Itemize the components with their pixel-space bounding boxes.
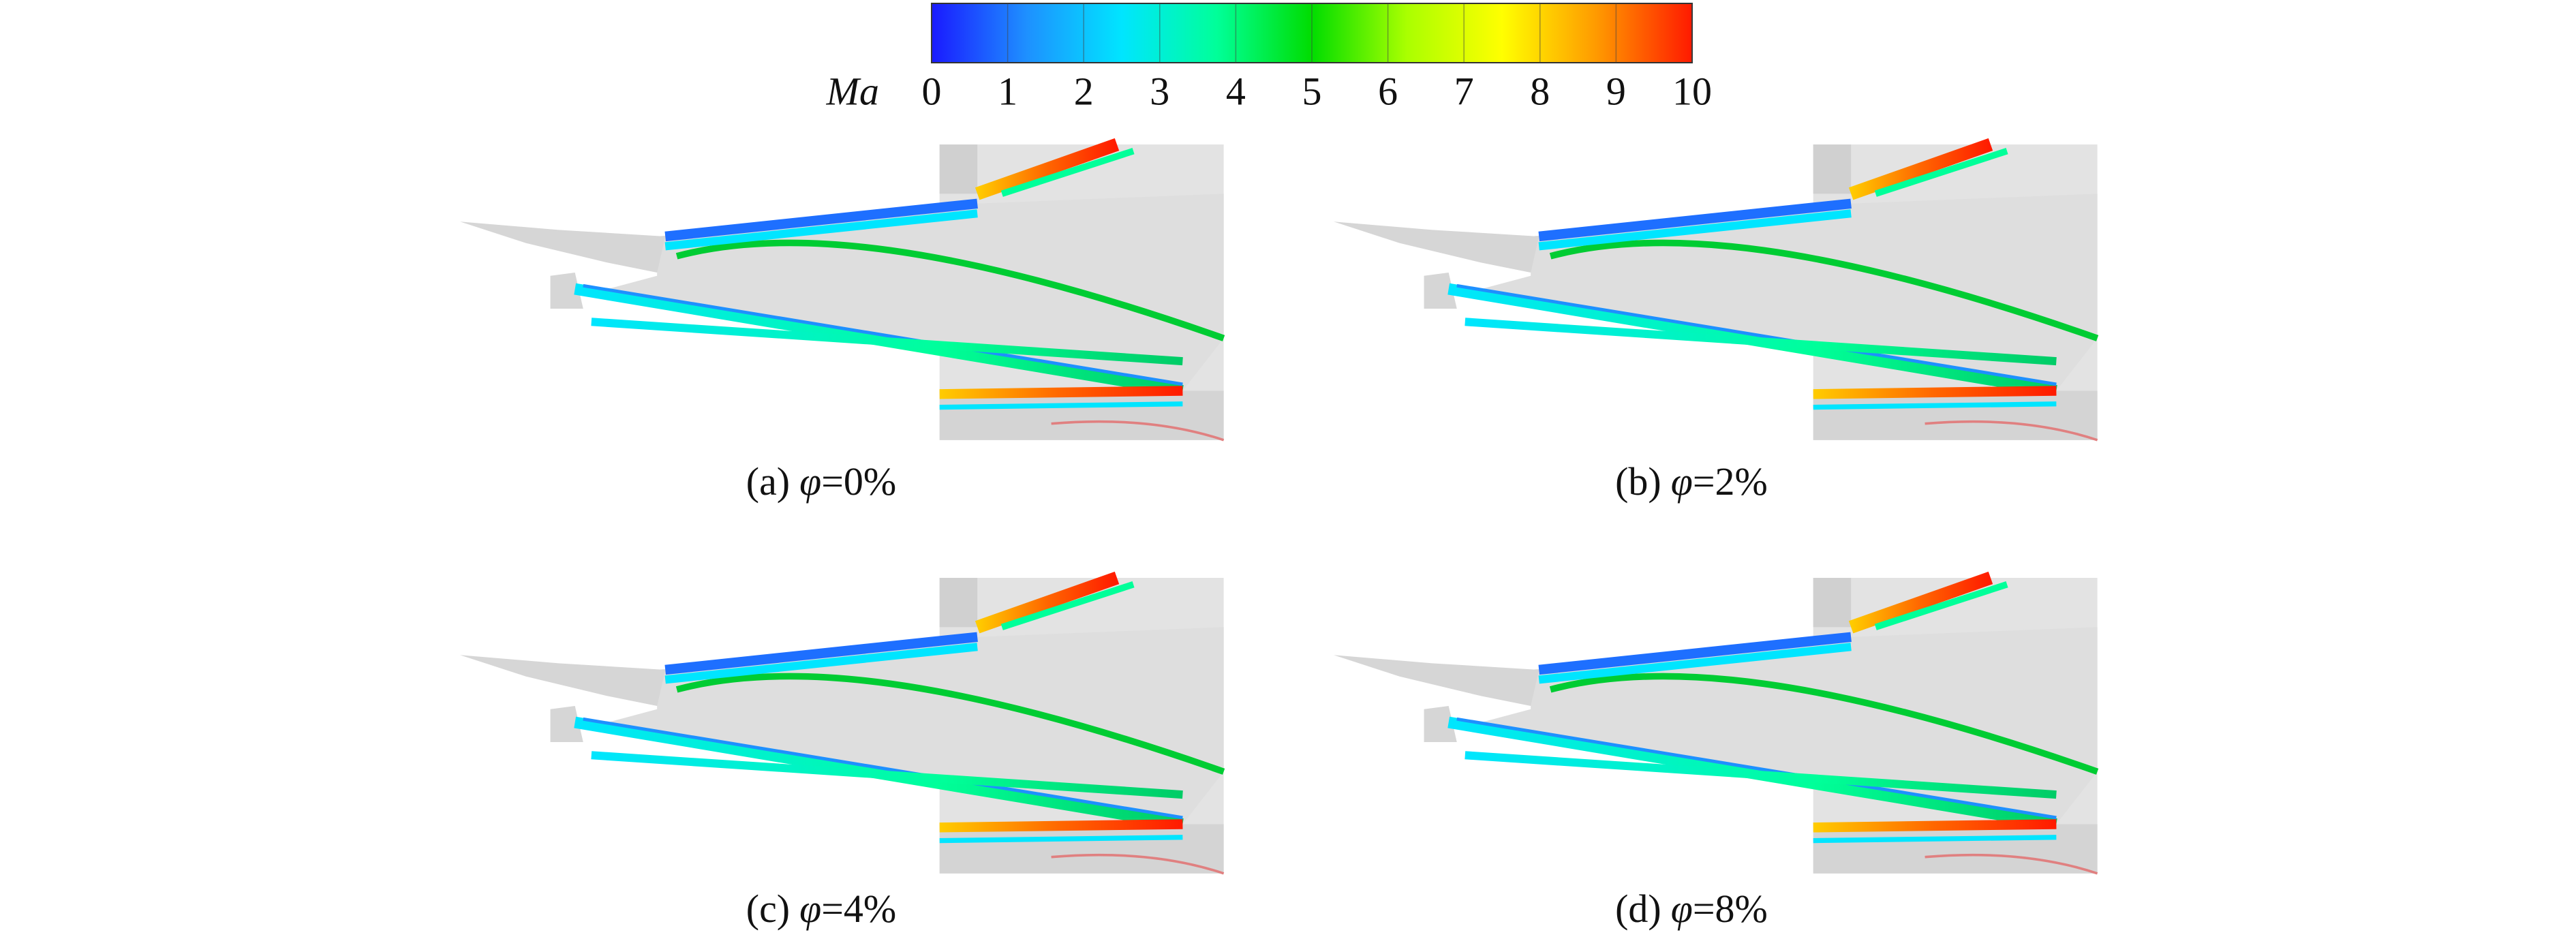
panel-caption: (a) φ=0% (746, 459, 897, 504)
caption-text: =4% (821, 887, 896, 931)
caption-label: (d) (1615, 887, 1661, 931)
caption-text: =2% (1693, 459, 1768, 504)
colorbar-label: Ma (826, 69, 879, 113)
caption-symbol: φ (799, 459, 821, 504)
flow-contour (1334, 144, 2098, 440)
panel-caption: (c) φ=4% (746, 887, 897, 931)
colorbar-tick-label: 3 (1150, 69, 1169, 113)
caption-symbol: φ (799, 887, 821, 931)
caption-label: (c) (746, 887, 790, 931)
flow-contour (460, 578, 1224, 874)
colorbar-tick-label: 7 (1454, 69, 1474, 113)
caption-label: (b) (1615, 459, 1661, 504)
caption-text: =0% (821, 459, 896, 504)
colorbar-tick-label: 1 (998, 69, 1017, 113)
colorbar-tick-label: 4 (1226, 69, 1246, 113)
colorbar-tick-label: 8 (1530, 69, 1550, 113)
flow-contour (1334, 578, 2098, 874)
panel-caption: (d) φ=8% (1615, 887, 1768, 931)
caption-symbol: φ (1671, 459, 1693, 504)
caption-label: (a) (746, 459, 790, 504)
colorbar-tick-label: 0 (922, 69, 942, 113)
caption-symbol: φ (1671, 887, 1693, 931)
colorbar-tick-label: 6 (1378, 69, 1398, 113)
caption-text: =8% (1693, 887, 1768, 931)
colorbar-tick-label: 5 (1302, 69, 1322, 113)
colorbar-tick-label: 2 (1074, 69, 1094, 113)
panel-caption: (b) φ=2% (1615, 459, 1768, 504)
colorbar-tick-label: 10 (1672, 69, 1712, 113)
colorbar-tick-label: 9 (1606, 69, 1626, 113)
flow-contour (460, 144, 1224, 440)
